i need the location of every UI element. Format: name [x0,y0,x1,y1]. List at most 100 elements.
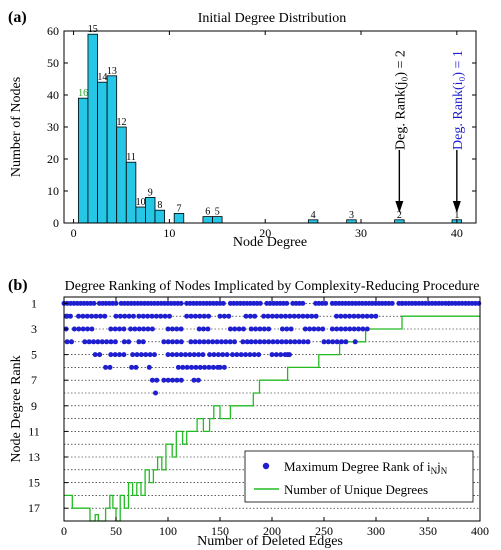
rank-point [206,313,212,319]
bar-label-2: 2 [397,210,402,221]
rank-point [266,326,272,332]
bar-label-15: 15 [88,24,98,35]
rank-point [112,339,118,345]
rank-point [189,364,195,370]
rank-point [126,313,132,319]
bar-13 [106,75,118,224]
rank-point [99,339,105,345]
rank-point [108,352,114,358]
rank-point [169,352,175,358]
bar-label-5: 5 [215,207,220,218]
rank-point [338,326,344,332]
rank-point [302,326,308,332]
rank-point [283,313,289,319]
rank-point [136,313,142,319]
rank-point [126,339,132,345]
rank-point [205,339,211,345]
rank-point [287,313,293,319]
rank-point [285,352,291,358]
rank-point [146,364,152,370]
panel-b-x-axis-label: Number of Deleted Edges [197,534,343,549]
rank-point [201,326,207,332]
legend-text-part: Maximum Degree Rank of i [284,459,431,474]
panel-b-legend: Maximum Degree Rank of iNjN Number of Un… [244,450,474,503]
rank-point [169,326,175,332]
rank-point [132,326,138,332]
rank-point [227,339,233,345]
y-tick-label: 60 [47,24,59,38]
rank-point [274,339,280,345]
rank-point [112,326,118,332]
rank-point [64,339,70,345]
rank-point [104,339,110,345]
rank-point [184,313,190,319]
bar-label-6: 6 [205,207,210,218]
rank-point [266,339,272,345]
rank-point [210,364,216,370]
rank-point [207,352,213,358]
rank-point [195,377,201,383]
rank-point [351,313,357,319]
rank-point [133,364,139,370]
rank-point [315,326,321,332]
annotation-label-1: Deg. Rank(j₀) = 2 [393,50,408,150]
rank-point [399,300,405,306]
legend-entry-unique-degrees: Number of Unique Degrees [284,482,428,497]
rank-point [221,313,227,319]
rank-point [368,313,374,319]
rank-point [215,352,221,358]
rank-point [191,377,197,383]
bar-label-9: 9 [148,187,153,198]
rank-point [113,300,119,306]
rank-point [338,313,344,319]
annotation-arrow-head-2 [452,201,461,213]
x-tick-label: 350 [419,524,437,538]
rank-point [165,377,171,383]
rank-point [187,352,193,358]
rank-point [140,313,146,319]
panel-a-x-axis-label: Node Degree [233,235,307,250]
rank-point [191,352,197,358]
rank-point [364,313,370,319]
rank-point [257,339,263,345]
rank-point [248,339,254,345]
rank-point [247,313,253,319]
panel-b-label: (b) [8,277,28,294]
rank-point [80,326,86,332]
rank-point [273,352,279,358]
panel-a-label: (a) [8,9,27,26]
rank-point [192,339,198,345]
unique-degrees-line [64,315,480,522]
legend-entry-max-degree-rank: Maximum Degree Rank of iNjN [284,459,448,476]
rank-point [91,339,97,345]
rank-point [64,313,70,319]
rank-point [352,339,358,345]
rank-point [89,326,95,332]
rank-point [256,352,262,358]
rank-point [136,326,142,332]
rank-point [220,300,226,306]
rank-point [373,313,379,319]
y-tick-label: 15 [28,476,40,490]
rank-point [165,352,171,358]
rank-point [356,326,362,332]
rank-point [68,339,74,345]
rank-point [143,352,149,358]
rank-point [232,339,238,345]
rank-point [300,313,306,319]
bar-9 [145,196,156,224]
rank-point [333,313,339,319]
rank-point [93,313,99,319]
rank-point [188,313,194,319]
rank-point [232,326,238,332]
rank-point [174,326,180,332]
y-tick-label: 50 [47,56,59,70]
rank-point [188,339,194,345]
rank-point [117,352,123,358]
rank-point [182,352,188,358]
bar-label-16: 16 [78,88,88,99]
x-tick-label: 300 [367,524,385,538]
rank-point [85,326,91,332]
rank-point [193,364,199,370]
